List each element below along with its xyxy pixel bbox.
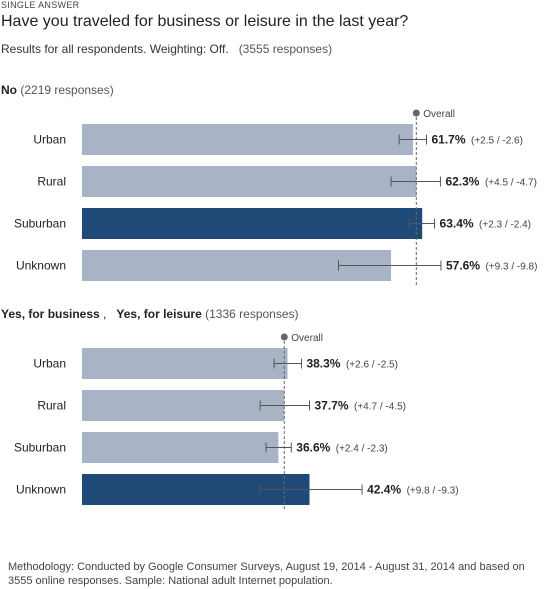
results-summary: Results for all respondents. Weighting: …: [1, 42, 332, 56]
value-label: 57.6%: [446, 259, 480, 273]
error-label: (+2.3 / -2.4): [479, 220, 531, 231]
results-count: (3555 responses): [238, 42, 333, 56]
category-label: Unknown: [16, 259, 66, 273]
methodology-note: Methodology: Conducted by Google Consume…: [8, 561, 525, 587]
value-label: 36.6%: [296, 441, 330, 455]
section-answer: Yes, for leisure: [116, 307, 202, 321]
value-label: 37.7%: [315, 399, 349, 413]
value-label: 38.3%: [306, 357, 340, 371]
category-label: Rural: [37, 399, 66, 413]
bar: [82, 390, 285, 421]
chart-yes: Urban Rural Suburban Unknown Overall 38.3% (+2…: [14, 333, 459, 509]
question-type: SINGLE ANSWER: [1, 0, 80, 10]
section-responses: (2219 responses): [20, 83, 114, 97]
section-title-no: No (2219 responses): [1, 83, 114, 97]
value-label: 62.3%: [445, 175, 479, 189]
bar: [82, 432, 279, 463]
error-label: (+2.6 / -2.5): [346, 360, 398, 371]
section-answer: No: [1, 83, 17, 97]
question-title: Have you traveled for business or leisur…: [1, 13, 409, 30]
error-label: (+9.3 / -9.8): [485, 262, 537, 273]
category-label: Urban: [33, 133, 66, 147]
category-label: Unknown: [16, 483, 66, 497]
chart-no: Urban Rural Suburban Unknown Overall 61.7% (+2…: [14, 109, 537, 285]
section-responses: (1336 responses): [205, 307, 299, 321]
error-label: (+9.8 / -9.3): [407, 486, 459, 497]
overall-marker: [280, 333, 288, 341]
bar: [82, 208, 423, 239]
section-title-yes: Yes, for business , Yes, for leisure (13…: [1, 307, 299, 321]
category-label: Suburban: [14, 217, 66, 231]
section-answer: Yes, for business: [1, 307, 100, 321]
results-prefix: Results for all respondents. Weighting: …: [1, 42, 229, 56]
bar: [82, 166, 417, 197]
overall-label: Overall: [291, 333, 323, 344]
error-label: (+2.4 / -2.3): [336, 444, 388, 455]
category-label: Suburban: [14, 441, 66, 455]
error-label: (+4.5 / -4.7): [485, 178, 537, 189]
value-label: 61.7%: [431, 133, 465, 147]
bar: [82, 124, 414, 155]
category-label: Rural: [37, 175, 66, 189]
overall-marker: [412, 109, 420, 117]
error-label: (+2.5 / -2.6): [471, 136, 523, 147]
bar: [82, 348, 288, 379]
overall-label: Overall: [423, 109, 455, 120]
error-label: (+4.7 / -4.5): [354, 402, 406, 413]
value-label: 42.4%: [367, 483, 401, 497]
value-label: 63.4%: [440, 217, 474, 231]
category-label: Urban: [33, 357, 66, 371]
